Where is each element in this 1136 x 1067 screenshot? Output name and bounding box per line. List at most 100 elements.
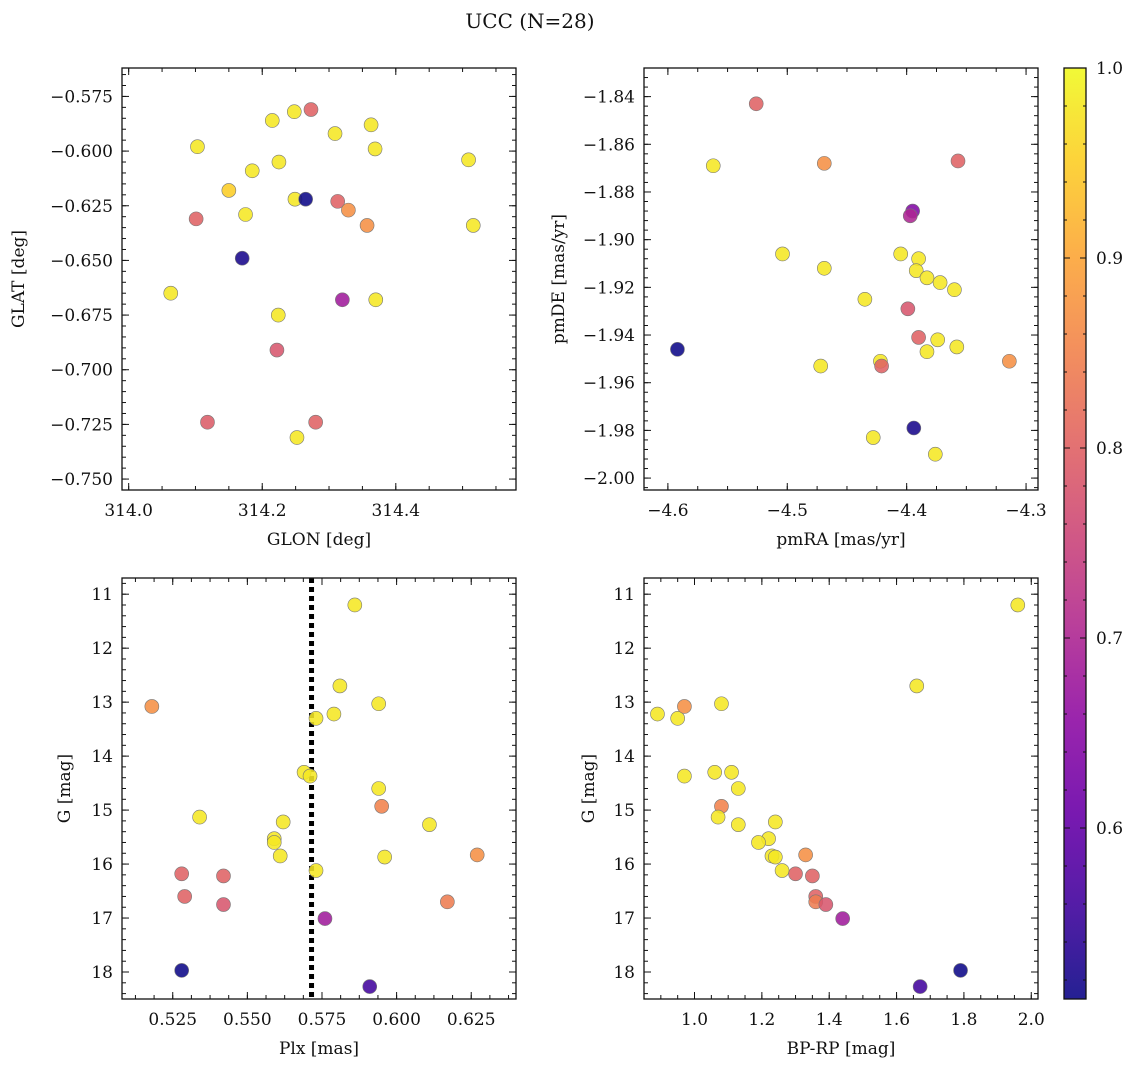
y-axis-label: pmDE [mas/yr]	[549, 214, 569, 344]
scatter-points	[650, 597, 1026, 994]
y-tick-label: 17	[613, 909, 635, 929]
x-tick-label: 1.2	[748, 1010, 775, 1030]
scatter-point	[440, 894, 455, 910]
scatter-point	[677, 768, 692, 784]
colorbar-tick-label: 0.9	[1096, 249, 1123, 269]
scatter-point	[317, 911, 333, 926]
scatter-point	[368, 292, 384, 308]
scatter-point	[303, 102, 319, 117]
x-axis-label: pmRA [mas/yr]	[776, 530, 905, 550]
scatter-point	[362, 979, 378, 994]
scatter-points	[144, 597, 485, 994]
scatter-point	[275, 814, 291, 830]
scatter-point	[374, 799, 389, 814]
scatter-point	[272, 848, 288, 864]
scatter-point	[730, 817, 746, 832]
x-tick-label: 0.625	[447, 1010, 496, 1030]
scatter-point	[947, 282, 962, 298]
panel-glon-glat: 314.0 314.2 314.4 −0.575 −0.600 −0.625 −0.650 −…	[9, 67, 517, 550]
scatter-point	[371, 696, 386, 712]
scatter-point	[270, 307, 286, 323]
scatter-point	[238, 207, 253, 222]
scatter-point	[865, 430, 881, 445]
scatter-point	[174, 866, 189, 882]
y-axis-label: GLAT [deg]	[9, 230, 29, 328]
scatter-point	[932, 275, 948, 290]
y-tick-label: −1.86	[583, 135, 635, 155]
y-tick-label: −2.00	[583, 469, 635, 489]
scatter-point	[805, 868, 820, 884]
scatter-point	[359, 218, 375, 233]
panel-bprp-g: 1.0 1.2 1.4 1.6 1.8 2.0 11 12 13 14 15 16 17 18 BP-RP …	[579, 577, 1045, 1059]
y-axis-label: G [mag]	[579, 754, 599, 823]
ticks	[122, 68, 516, 491]
y-tick-label: 12	[91, 639, 113, 659]
scatter-point	[919, 270, 935, 286]
x-tick-label: −4.6	[647, 501, 688, 521]
scatter-point	[461, 152, 476, 168]
scatter-point	[816, 260, 832, 276]
scatter-point	[216, 868, 231, 884]
scatter-point	[1002, 353, 1017, 369]
scatter-point	[928, 446, 943, 462]
scatter-point	[774, 863, 790, 878]
x-tick-label: 0.600	[372, 1010, 421, 1030]
scatter-point	[327, 126, 343, 141]
scatter-point	[909, 678, 925, 694]
scatter-point	[289, 430, 305, 445]
y-tick-label: 11	[91, 585, 113, 605]
scatter-point	[714, 696, 729, 712]
y-tick-label: 18	[91, 963, 113, 983]
scatter-point	[707, 765, 723, 780]
tick-labels: 314.0 314.2 314.4 −0.575 −0.600 −0.625 −0.650 −…	[50, 87, 420, 521]
scatter-point	[264, 113, 280, 128]
scatter-point	[949, 339, 965, 355]
scatter-point	[730, 781, 746, 796]
y-tick-label: −0.650	[50, 251, 113, 271]
scatter-point	[216, 897, 231, 912]
scatter-point	[298, 191, 313, 207]
scatter-point	[911, 330, 926, 345]
colorbar-tick-label: 0.7	[1096, 629, 1123, 649]
tick-labels: 1.0 1.2 1.4 1.6 1.8 2.0 11 12 13 14 15 16 17 18	[613, 585, 1044, 1030]
scatter-point	[705, 158, 721, 174]
x-tick-label: 314.0	[104, 501, 153, 521]
axes-frame	[643, 577, 1039, 1000]
scatter-point	[302, 768, 318, 784]
ticks	[643, 578, 1038, 999]
figure-title: UCC (N=28)	[465, 9, 594, 33]
axes-frame	[121, 577, 517, 1000]
y-tick-label: −1.90	[583, 231, 635, 251]
scatter-point	[190, 139, 205, 155]
y-tick-label: 14	[613, 747, 635, 767]
x-tick-label: 314.2	[238, 501, 287, 521]
scatter-point	[953, 963, 968, 978]
scatter-point	[308, 711, 324, 726]
x-tick-label: 0.550	[223, 1010, 272, 1030]
x-tick-label: 1.8	[950, 1010, 977, 1030]
scatter-point	[893, 246, 908, 262]
y-tick-label: 17	[91, 909, 113, 929]
scatter-point	[874, 358, 889, 374]
scatter-point	[347, 597, 363, 613]
y-tick-label: −0.575	[50, 87, 113, 107]
scatter-point	[244, 163, 260, 179]
scatter-point	[813, 358, 829, 374]
scatter-point	[788, 866, 803, 882]
scatter-point	[163, 285, 179, 301]
scatter-point	[768, 849, 783, 865]
y-tick-label: −0.725	[50, 415, 113, 435]
scatter-point	[798, 847, 813, 863]
scatter-point	[911, 251, 926, 267]
y-tick-label: 13	[91, 693, 113, 713]
scatter-point	[308, 863, 324, 878]
scatter-points	[670, 96, 1017, 462]
panel-pmra-pmde: −4.6 −4.5 −4.4 −4.3 −1.84 −1.86 −1.88 −1.90 −1.9…	[549, 67, 1047, 550]
x-tick-label: 314.4	[371, 501, 420, 521]
y-tick-label: 16	[613, 855, 635, 875]
scatter-point	[286, 104, 302, 120]
x-axis-label: Plx [mas]	[279, 1039, 359, 1059]
scatter-point	[775, 246, 790, 262]
x-tick-label: −4.4	[886, 501, 927, 521]
scatter-point	[177, 889, 192, 904]
